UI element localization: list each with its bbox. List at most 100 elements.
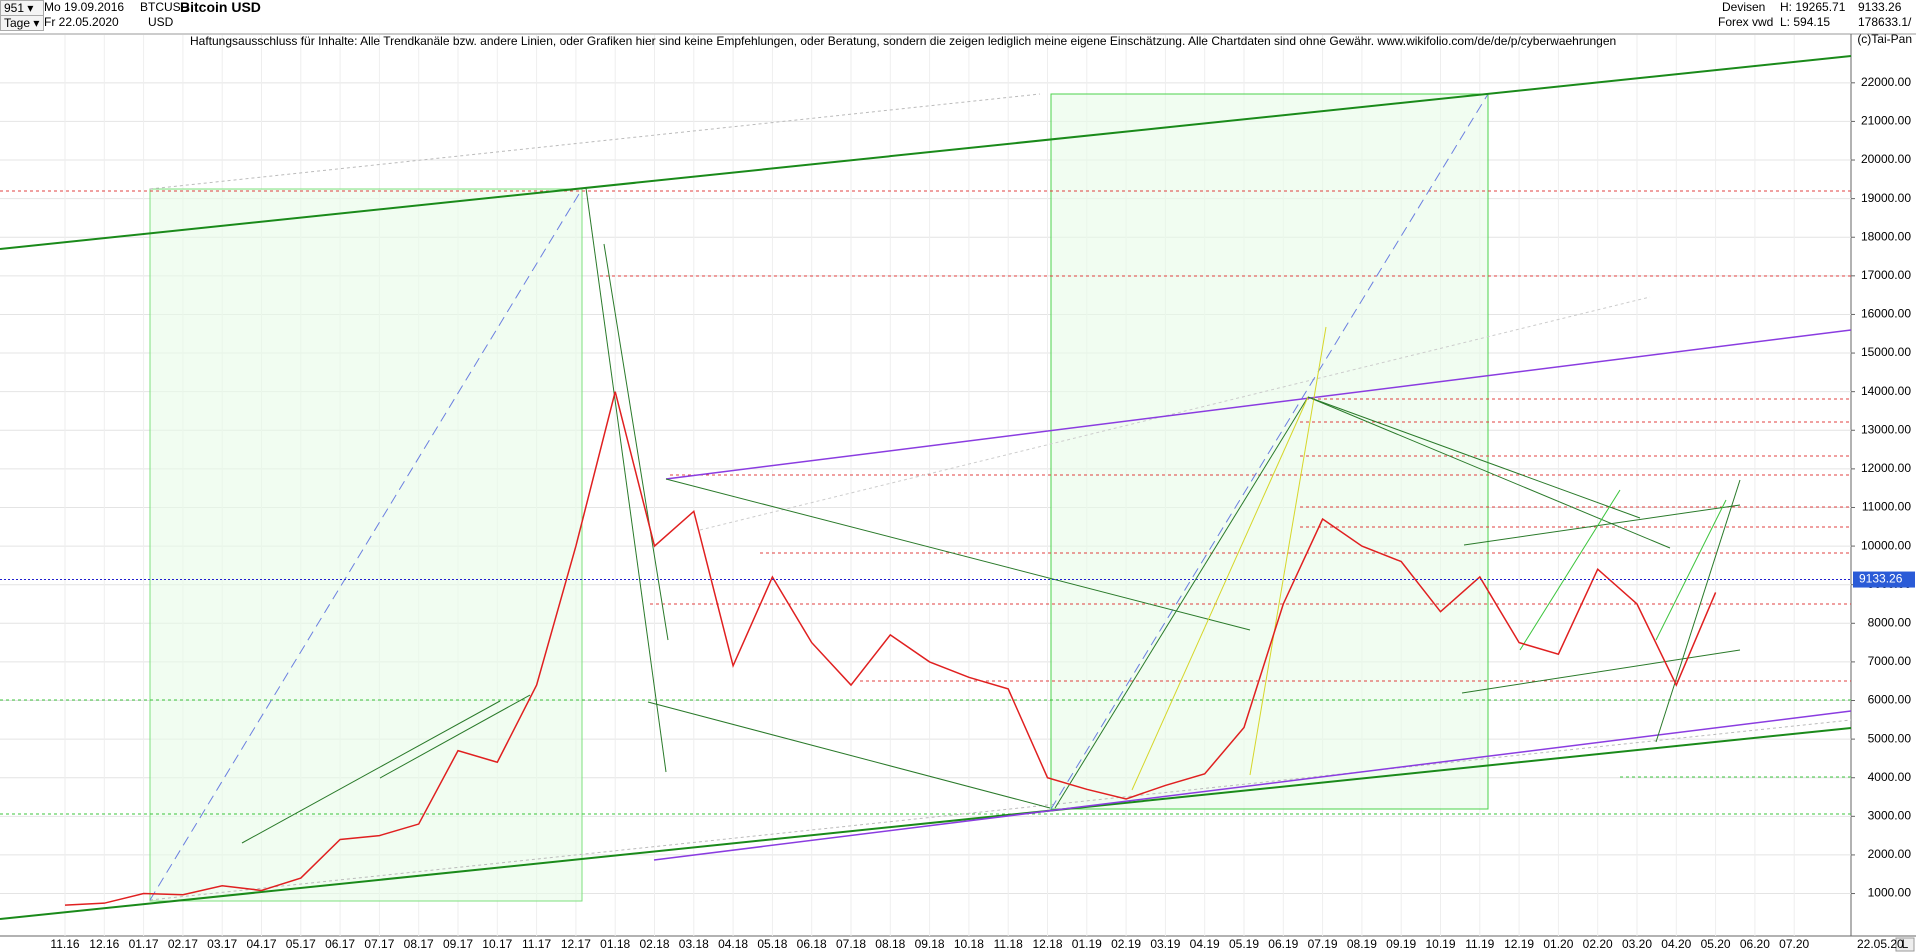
y-tick-label: 6000.00 (1868, 693, 1912, 707)
trend-line (241, 700, 501, 844)
x-tick-label: 09.17 (443, 937, 473, 951)
trend-line (647, 701, 1051, 809)
x-tick-label: 07.18 (836, 937, 866, 951)
x-tick-label: 04.17 (246, 937, 276, 951)
trend-line (1249, 326, 1327, 776)
last: 9133.26 (1858, 0, 1902, 14)
high: H: 19265.71 (1780, 0, 1846, 14)
x-tick-label: 12.18 (1032, 937, 1062, 951)
x-tick-label: 11.19 (1465, 937, 1494, 951)
y-tick-label: 15000.00 (1861, 345, 1911, 359)
x-tick-label: 02.18 (639, 937, 669, 951)
trend-lines (0, 55, 1852, 920)
x-tick-label: 04.20 (1661, 937, 1691, 951)
trend-line (149, 188, 583, 901)
y-tick-label: 17000.00 (1861, 268, 1911, 282)
symbol: BTCUSD (140, 0, 190, 14)
start-date: Mo 19.09.2016 (44, 0, 125, 14)
copyright: (c)Tai-Pan (1857, 32, 1912, 46)
x-tick-label: 01.20 (1543, 937, 1573, 951)
last-date-label: 22.05.20 (1857, 937, 1904, 951)
instrument-name: Bitcoin USD (180, 0, 261, 15)
x-tick-label: 09.18 (915, 937, 945, 951)
y-tick-label: 4000.00 (1868, 770, 1912, 784)
y-tick-label: 5000.00 (1868, 731, 1912, 745)
x-tick-label: 06.18 (797, 937, 827, 951)
x-tick-label: 07.20 (1779, 937, 1809, 951)
y-tick-label: 3000.00 (1868, 808, 1912, 822)
trend-line (699, 296, 1651, 531)
y-tick-label: 16000.00 (1861, 307, 1911, 321)
y-tick-label: 10000.00 (1861, 538, 1911, 552)
y-tick-label: 13000.00 (1861, 422, 1911, 436)
low: L: 594.15 (1780, 15, 1831, 29)
trend-line (1050, 93, 1489, 810)
x-tick-label: 05.19 (1229, 937, 1259, 951)
y-tick-label: 22000.00 (1861, 75, 1911, 89)
x-tick-label: 06.19 (1268, 937, 1298, 951)
x-tick-label: 02.19 (1111, 937, 1141, 951)
y-tick-label: 20000.00 (1861, 152, 1911, 166)
y-tick-label: 14000.00 (1861, 384, 1911, 398)
trend-line (0, 727, 1852, 920)
trend-line (149, 93, 1041, 190)
x-tick-label: 12.19 (1504, 937, 1534, 951)
x-tick-label: 01.17 (129, 937, 159, 951)
trend-line (1655, 479, 1741, 743)
x-tick-label: 05.17 (286, 937, 316, 951)
x-tick-label: 04.19 (1190, 937, 1220, 951)
x-tick-label: 11.16 (50, 937, 79, 951)
x-tick-label: 10.19 (1425, 937, 1455, 951)
x-tick-label: 08.19 (1347, 937, 1377, 951)
x-tick-label: 12.16 (89, 937, 119, 951)
last-price-box (1853, 571, 1915, 588)
trend-line (0, 55, 1852, 250)
unit: Tage (4, 16, 31, 30)
trend-line (1655, 499, 1727, 641)
y-tick-label: 1000.00 (1868, 886, 1912, 900)
x-tick-label: 03.17 (207, 937, 237, 951)
x-tick-label: 03.18 (679, 937, 709, 951)
market: Devisen (1722, 0, 1766, 14)
trend-line (653, 710, 1852, 861)
x-tick-label: 06.20 (1740, 937, 1770, 951)
y-tick-label: 11000.00 (1862, 500, 1911, 514)
trend-line (1131, 396, 1309, 791)
x-tick-label: 07.19 (1308, 937, 1338, 951)
currency: USD (148, 15, 174, 29)
y-tick-label: 2000.00 (1868, 847, 1912, 861)
x-tick-label: 04.18 (718, 937, 748, 951)
x-tick-label: 07.17 (364, 937, 394, 951)
x-tick-label: 01.19 (1072, 937, 1102, 951)
x-tick-label: 08.18 (875, 937, 905, 951)
source: Forex vwd (1718, 15, 1774, 29)
y-tick-label: 21000.00 (1861, 114, 1911, 128)
x-tick-label: 10.18 (954, 937, 984, 951)
x-tick-label: 01.18 (600, 937, 630, 951)
last-price-label: 9133.26 (1859, 572, 1903, 586)
x-tick-label: 10.17 (482, 937, 512, 951)
x-tick-label: 06.17 (325, 937, 355, 951)
y-tick-label: 8000.00 (1868, 615, 1912, 629)
trend-line (1054, 396, 1309, 809)
axis-mode-button[interactable] (1895, 937, 1915, 952)
marks (0, 391, 1851, 906)
y-tick-label: 7000.00 (1868, 654, 1912, 668)
volume: 178633.1/ (1858, 15, 1912, 29)
x-tick-label: 03.20 (1622, 937, 1652, 951)
period: 951 (4, 1, 25, 15)
trend-line (665, 478, 1251, 631)
trend-line (603, 243, 669, 641)
trend-line (1461, 649, 1741, 694)
axis-mode: L (1902, 937, 1909, 951)
end-date: Fr 22.05.2020 (44, 15, 119, 29)
trend-line (1463, 504, 1741, 546)
x-tick-label: 12.17 (561, 937, 591, 951)
unit-select[interactable]: Tage ▾ (0, 15, 44, 31)
x-tick-label: 02.17 (168, 937, 198, 951)
x-tick-label: 02.20 (1583, 937, 1613, 951)
x-tick-label: 11.17 (522, 937, 551, 951)
price-line (64, 391, 1717, 906)
